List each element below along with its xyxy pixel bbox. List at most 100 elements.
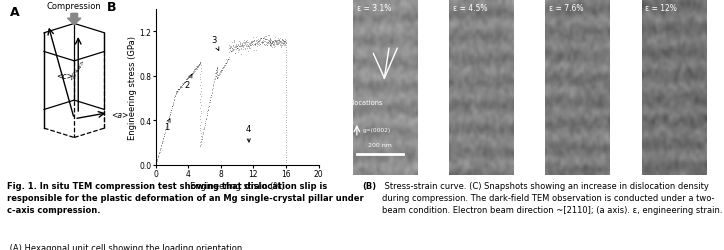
Point bbox=[235, 44, 247, 48]
Point bbox=[267, 41, 279, 45]
Point bbox=[172, 90, 183, 94]
Point bbox=[195, 104, 206, 108]
Point bbox=[257, 39, 269, 43]
Point bbox=[253, 40, 264, 44]
Point bbox=[232, 46, 243, 50]
Point bbox=[159, 129, 171, 133]
Text: B: B bbox=[107, 1, 117, 14]
Point bbox=[272, 37, 284, 41]
Point bbox=[269, 43, 280, 47]
Text: (B): (B) bbox=[362, 182, 376, 190]
Point bbox=[235, 43, 246, 47]
Point bbox=[177, 82, 188, 86]
Point bbox=[232, 45, 243, 49]
Point bbox=[151, 161, 162, 165]
Point bbox=[221, 60, 232, 64]
Point bbox=[220, 61, 232, 65]
Point bbox=[214, 72, 225, 76]
Point bbox=[209, 78, 220, 82]
Text: 1: 1 bbox=[164, 119, 170, 132]
Point bbox=[170, 90, 182, 94]
Point bbox=[218, 66, 230, 70]
Point bbox=[211, 75, 222, 79]
Point bbox=[216, 67, 228, 71]
Point bbox=[195, 98, 206, 102]
Point bbox=[269, 44, 280, 48]
Point bbox=[153, 153, 164, 157]
Point bbox=[264, 41, 276, 45]
Point bbox=[259, 35, 271, 39]
Point bbox=[254, 39, 266, 43]
Point bbox=[156, 143, 167, 147]
Point bbox=[224, 47, 235, 51]
Point bbox=[237, 44, 249, 48]
Point bbox=[195, 61, 206, 65]
Point bbox=[203, 101, 215, 105]
Point bbox=[201, 112, 213, 116]
Point bbox=[183, 76, 195, 80]
Point bbox=[257, 36, 269, 40]
Point bbox=[164, 112, 176, 116]
Point bbox=[257, 41, 269, 45]
Point bbox=[256, 40, 268, 44]
Text: 4: 4 bbox=[245, 125, 251, 142]
Point bbox=[259, 44, 271, 48]
Point bbox=[182, 77, 193, 81]
Point bbox=[258, 38, 270, 42]
Point bbox=[248, 40, 260, 44]
Point bbox=[164, 114, 175, 118]
Point bbox=[263, 39, 274, 43]
Point bbox=[161, 126, 172, 130]
Point bbox=[270, 42, 282, 46]
Point bbox=[185, 75, 196, 79]
Point bbox=[280, 116, 292, 120]
Point bbox=[275, 45, 287, 49]
Point bbox=[256, 40, 268, 44]
Point bbox=[197, 134, 209, 138]
Point bbox=[252, 38, 264, 42]
Point bbox=[180, 80, 192, 84]
Point bbox=[239, 47, 251, 51]
Point bbox=[275, 42, 287, 46]
Point bbox=[273, 38, 285, 42]
Point bbox=[214, 73, 225, 77]
Point bbox=[174, 85, 186, 89]
Point bbox=[195, 126, 206, 130]
Point bbox=[264, 38, 276, 42]
Point bbox=[158, 134, 169, 138]
Point bbox=[167, 101, 179, 105]
Point bbox=[257, 37, 269, 41]
Point bbox=[277, 40, 289, 44]
Point bbox=[194, 62, 206, 66]
Point bbox=[232, 47, 243, 51]
Point bbox=[203, 104, 215, 108]
Point bbox=[252, 40, 264, 44]
Point bbox=[242, 44, 253, 48]
Point bbox=[190, 67, 201, 71]
Point bbox=[201, 117, 212, 121]
Point bbox=[219, 64, 230, 68]
Point bbox=[280, 42, 292, 46]
Point bbox=[280, 106, 292, 110]
Text: ε = 12%: ε = 12% bbox=[645, 4, 677, 13]
Point bbox=[181, 78, 193, 82]
Point bbox=[194, 118, 206, 122]
Point bbox=[190, 68, 201, 72]
Point bbox=[255, 37, 266, 41]
Point bbox=[195, 140, 207, 143]
Point bbox=[280, 58, 292, 62]
Point bbox=[224, 44, 235, 48]
Point bbox=[259, 38, 271, 42]
Point bbox=[185, 75, 196, 79]
Point bbox=[153, 150, 165, 154]
Point bbox=[172, 88, 184, 92]
Point bbox=[209, 76, 220, 80]
Point bbox=[280, 123, 292, 127]
Point bbox=[195, 120, 206, 124]
Point bbox=[182, 76, 194, 80]
Point bbox=[244, 42, 256, 46]
Point bbox=[188, 70, 199, 74]
Point bbox=[180, 80, 191, 84]
Point bbox=[280, 153, 292, 157]
Point bbox=[173, 88, 185, 92]
